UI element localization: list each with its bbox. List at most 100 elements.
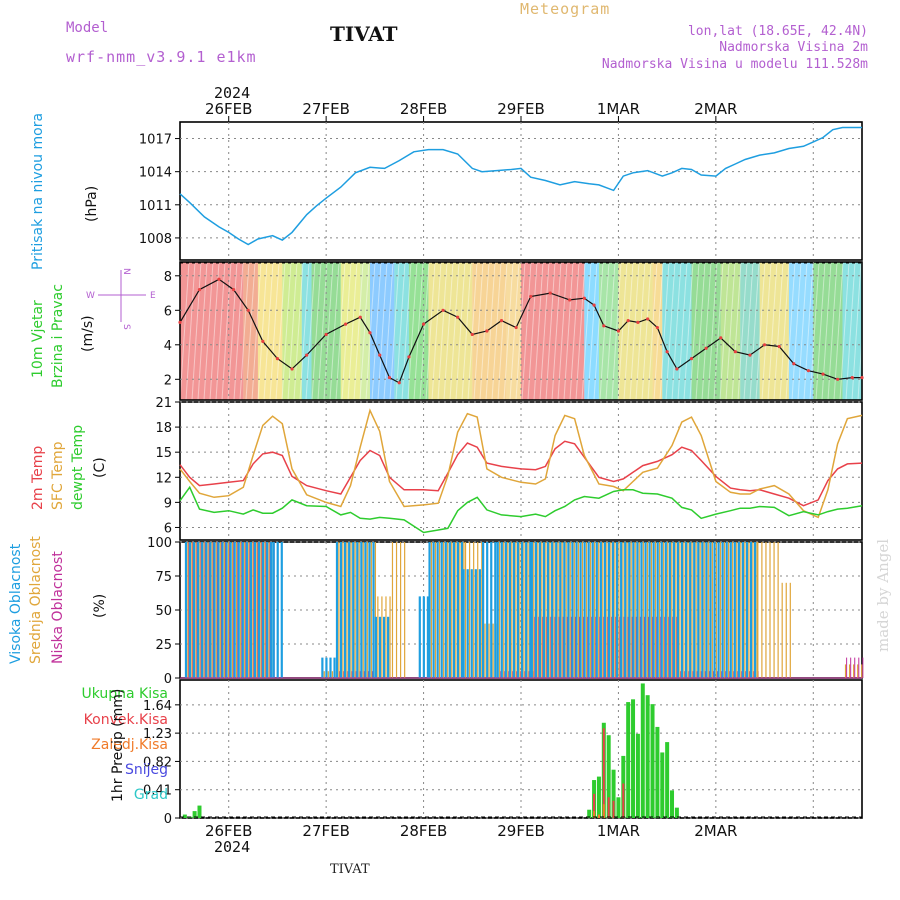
cloud-bar-high xyxy=(494,542,497,678)
cloud-bar-mid xyxy=(541,542,543,678)
legend-total-precip: Ukupna Kisa xyxy=(81,686,168,702)
precip-tick-label: 1.64 xyxy=(143,699,172,714)
cloud-bar-high xyxy=(571,542,574,678)
cloud-bar-high xyxy=(603,542,607,678)
cloud-bar-mid xyxy=(630,542,632,678)
cloud-bar-low xyxy=(850,657,852,678)
cloud-bar-high xyxy=(709,542,712,678)
cloud-bar-mid xyxy=(338,542,340,678)
cloud-bar-high xyxy=(360,542,363,678)
cloud-bar-high xyxy=(512,542,516,678)
precip-bar-0 xyxy=(197,805,202,818)
wind-speed-point xyxy=(358,315,362,319)
cloud-bar-mid xyxy=(391,542,394,678)
precip-bar-2 xyxy=(593,811,596,818)
cloud-bar-high xyxy=(418,596,421,678)
cloud-bar-mid xyxy=(195,542,197,678)
cloud-bar-high xyxy=(689,542,692,678)
wind-barb-band xyxy=(740,262,760,400)
cloud-bar-mid xyxy=(434,542,437,678)
wind-barb-hatch xyxy=(617,261,628,401)
cloud-ylabel-sub2: Niska Oblacnost xyxy=(50,551,66,664)
cloud-bar-high xyxy=(745,542,749,678)
wind-barb-hatch xyxy=(743,261,754,401)
cloud-bar-high xyxy=(262,542,265,678)
wind-barb-hatch xyxy=(401,261,412,401)
cloud-bar-high xyxy=(579,542,582,678)
wind-barb-hatch xyxy=(833,261,844,401)
wind-barb-hatch xyxy=(383,261,394,401)
cloud-bar-high xyxy=(733,542,736,678)
precip-bar-0 xyxy=(665,742,670,818)
wind-barb-hatch xyxy=(335,261,346,401)
cloud-bar-mid xyxy=(199,542,201,678)
model-elevation-label: Nadmorska Visina u modelu 111.528m xyxy=(601,57,868,72)
precip-bar-0 xyxy=(674,807,679,818)
cloud-bar-mid xyxy=(679,542,681,678)
cloud-bar-mid xyxy=(240,542,242,678)
wind-speed-line xyxy=(179,278,862,384)
cloud-bar-high xyxy=(672,542,676,678)
cloud-bar-high xyxy=(567,542,570,678)
product-title: Meteogram xyxy=(520,0,611,18)
wind-tick-label: 2 xyxy=(164,373,172,388)
cloud-bar-mid xyxy=(748,542,750,678)
cloud-bar-mid xyxy=(773,542,775,678)
wind-speed-point xyxy=(231,288,236,292)
wind-speed-point xyxy=(806,369,811,373)
wind-speed-point xyxy=(777,344,781,349)
cloud-bar-high xyxy=(697,542,700,678)
cloud-bar-high xyxy=(462,569,465,678)
cloud-bar-mid xyxy=(191,542,193,678)
cloud-bar-mid xyxy=(614,542,616,678)
cloud-bar-high xyxy=(348,542,351,678)
cloud-bar-high xyxy=(382,616,386,678)
wind-barb-hatch xyxy=(221,261,232,401)
cloud-bar-high xyxy=(237,542,240,678)
wind-speed-point xyxy=(655,325,660,330)
cloud-bar-mid xyxy=(252,542,254,678)
bottom-day-tick-label: 28FEB xyxy=(400,822,447,840)
top-day-tick-label: 28FEB xyxy=(400,100,447,118)
wind-barb-hatch xyxy=(797,261,808,401)
cloud-bar-high xyxy=(587,542,590,678)
cloud-bar-high xyxy=(257,542,261,678)
wind-speed-point xyxy=(456,315,460,319)
cloud-bar-high xyxy=(209,542,212,678)
wind-barb-hatch xyxy=(197,261,208,401)
temp-unit: (C) xyxy=(92,457,108,478)
wind-barb-hatch xyxy=(287,261,298,401)
wind-barb-band xyxy=(506,262,521,400)
cloud-bar-high xyxy=(486,542,489,678)
cloud-bar-mid xyxy=(671,542,673,678)
wind-speed-point xyxy=(836,377,840,381)
cloud-tick-label: 100 xyxy=(147,536,172,551)
cloud-bar-high xyxy=(276,542,279,678)
cloud-bar-mid xyxy=(549,542,551,678)
cloud-bar-mid xyxy=(861,664,863,678)
cloud-bar-mid xyxy=(537,542,539,678)
wind-barb-hatch xyxy=(623,261,634,401)
cloud-bar-mid xyxy=(268,542,270,678)
wind-barb-band xyxy=(472,262,507,400)
wind-barb-hatch xyxy=(473,261,484,401)
cloud-bar-high xyxy=(559,542,562,678)
precip-bar-1 xyxy=(607,797,610,818)
wind-barb-band xyxy=(813,262,843,400)
cloud-bar-mid xyxy=(561,542,563,678)
wind-barb-band xyxy=(243,262,258,400)
precip-bar-0 xyxy=(192,811,197,818)
cloud-bar-mid xyxy=(443,542,445,678)
precip-ylabel: 1hr Precip (mm) xyxy=(110,688,126,802)
cloud-bar-mid xyxy=(642,542,644,678)
cloud-bar-mid xyxy=(211,542,213,678)
wind-barb-hatch xyxy=(347,261,358,401)
wind-speed-point xyxy=(733,350,737,354)
wind-barb-hatch xyxy=(449,261,460,401)
wind-barb-hatch xyxy=(329,261,340,401)
cloud-bar-mid xyxy=(761,542,763,678)
wind-barb-hatch xyxy=(239,261,250,401)
cloud-bar-mid xyxy=(327,671,329,678)
cloud-bar-mid xyxy=(785,582,787,678)
top-day-tick-label: 29FEB xyxy=(497,100,544,118)
